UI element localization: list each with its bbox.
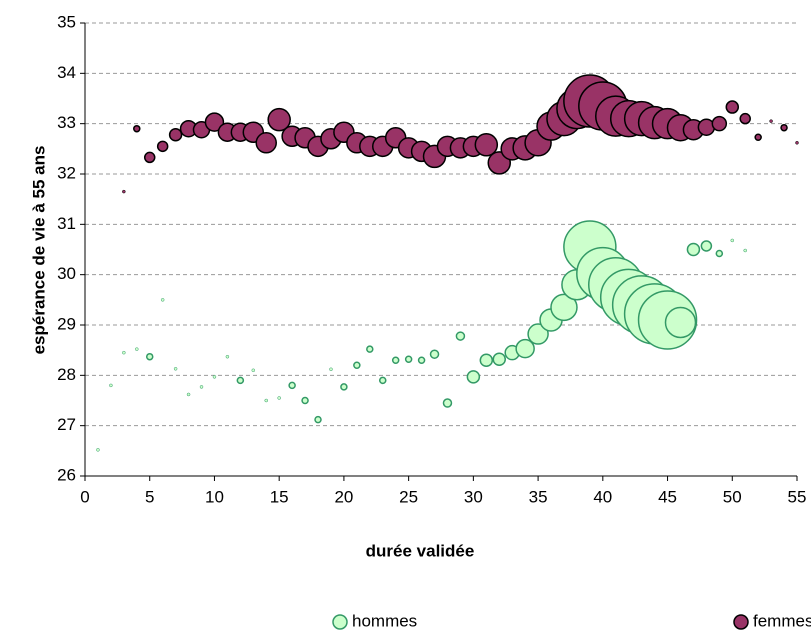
bubble xyxy=(168,127,183,142)
bubble xyxy=(474,133,499,157)
bubble xyxy=(264,398,268,403)
x-tick-label: 50 xyxy=(723,487,742,506)
x-axis-label: durée validée xyxy=(366,541,475,560)
y-tick-label: 33 xyxy=(57,113,76,132)
legend-marker xyxy=(332,614,348,630)
y-tick-label: 26 xyxy=(57,465,76,484)
bubble xyxy=(527,323,549,345)
bubble xyxy=(135,347,139,351)
bubble xyxy=(133,124,141,133)
bubble xyxy=(236,376,245,385)
bubble xyxy=(515,338,535,359)
x-tick-label: 55 xyxy=(788,487,807,506)
bubble xyxy=(455,331,466,341)
bubble xyxy=(329,367,333,372)
legend-label: femmes xyxy=(753,611,811,630)
y-tick-label: 29 xyxy=(57,314,76,333)
y-tick-label: 30 xyxy=(57,264,76,283)
bubble xyxy=(417,356,426,364)
bubble xyxy=(700,240,713,252)
x-tick-label: 35 xyxy=(529,487,548,506)
bubble xyxy=(550,293,578,322)
bubble xyxy=(212,375,217,379)
bubble xyxy=(340,383,348,391)
x-tick-label: 25 xyxy=(399,487,418,506)
y-tick-label: 27 xyxy=(57,415,76,434)
bubble xyxy=(156,140,169,153)
bubble xyxy=(267,107,291,132)
bubble xyxy=(277,396,281,400)
y-tick-label: 31 xyxy=(57,214,76,233)
bubble xyxy=(711,115,728,132)
bubble xyxy=(109,383,113,388)
y-tick-label: 28 xyxy=(57,365,76,384)
legend-label: hommes xyxy=(352,611,417,630)
bubble xyxy=(353,361,361,370)
x-tick-label: 5 xyxy=(145,487,154,506)
bubble xyxy=(739,112,751,125)
bubble xyxy=(429,349,440,359)
bubble xyxy=(743,248,747,253)
x-tick-label: 15 xyxy=(270,487,289,506)
bubble xyxy=(186,392,191,397)
bubble xyxy=(122,189,126,194)
bubble xyxy=(288,381,296,390)
bubble xyxy=(160,298,165,302)
y-tick-label: 34 xyxy=(57,63,76,82)
y-tick-label: 35 xyxy=(57,12,76,31)
x-tick-label: 0 xyxy=(80,487,89,506)
bubble xyxy=(143,151,156,164)
y-axis-label: espérance de vie à 55 ans xyxy=(29,146,48,355)
bubble xyxy=(442,398,453,408)
x-tick-label: 20 xyxy=(334,487,353,506)
x-tick-label: 10 xyxy=(205,487,224,506)
bubble xyxy=(366,345,374,353)
x-tick-label: 40 xyxy=(593,487,612,506)
bubble xyxy=(769,119,773,123)
bubble xyxy=(725,100,740,114)
bubble xyxy=(145,352,154,361)
bubble xyxy=(780,123,788,132)
bubble xyxy=(466,370,481,384)
bubble xyxy=(122,350,126,355)
bubble xyxy=(730,238,735,243)
bubble xyxy=(225,354,230,359)
bubble xyxy=(664,306,697,339)
bubble xyxy=(301,396,309,405)
x-tick-label: 45 xyxy=(658,487,677,506)
bubble xyxy=(479,353,494,367)
bubble xyxy=(251,368,256,373)
bubble xyxy=(686,242,701,257)
bubble xyxy=(255,132,277,154)
y-tick-label: 32 xyxy=(57,163,76,182)
bubble xyxy=(96,448,100,452)
bubble xyxy=(715,249,724,258)
bubble xyxy=(404,355,413,363)
x-tick-label: 30 xyxy=(464,487,483,506)
bubble xyxy=(754,133,762,142)
legend-marker xyxy=(733,614,749,630)
bubble xyxy=(199,385,204,389)
bubble xyxy=(204,112,225,132)
bubble xyxy=(795,141,799,145)
bubble xyxy=(314,415,322,424)
bubble xyxy=(492,352,507,366)
bubble xyxy=(378,376,387,385)
bubble xyxy=(391,356,400,364)
bubble xyxy=(173,367,178,371)
